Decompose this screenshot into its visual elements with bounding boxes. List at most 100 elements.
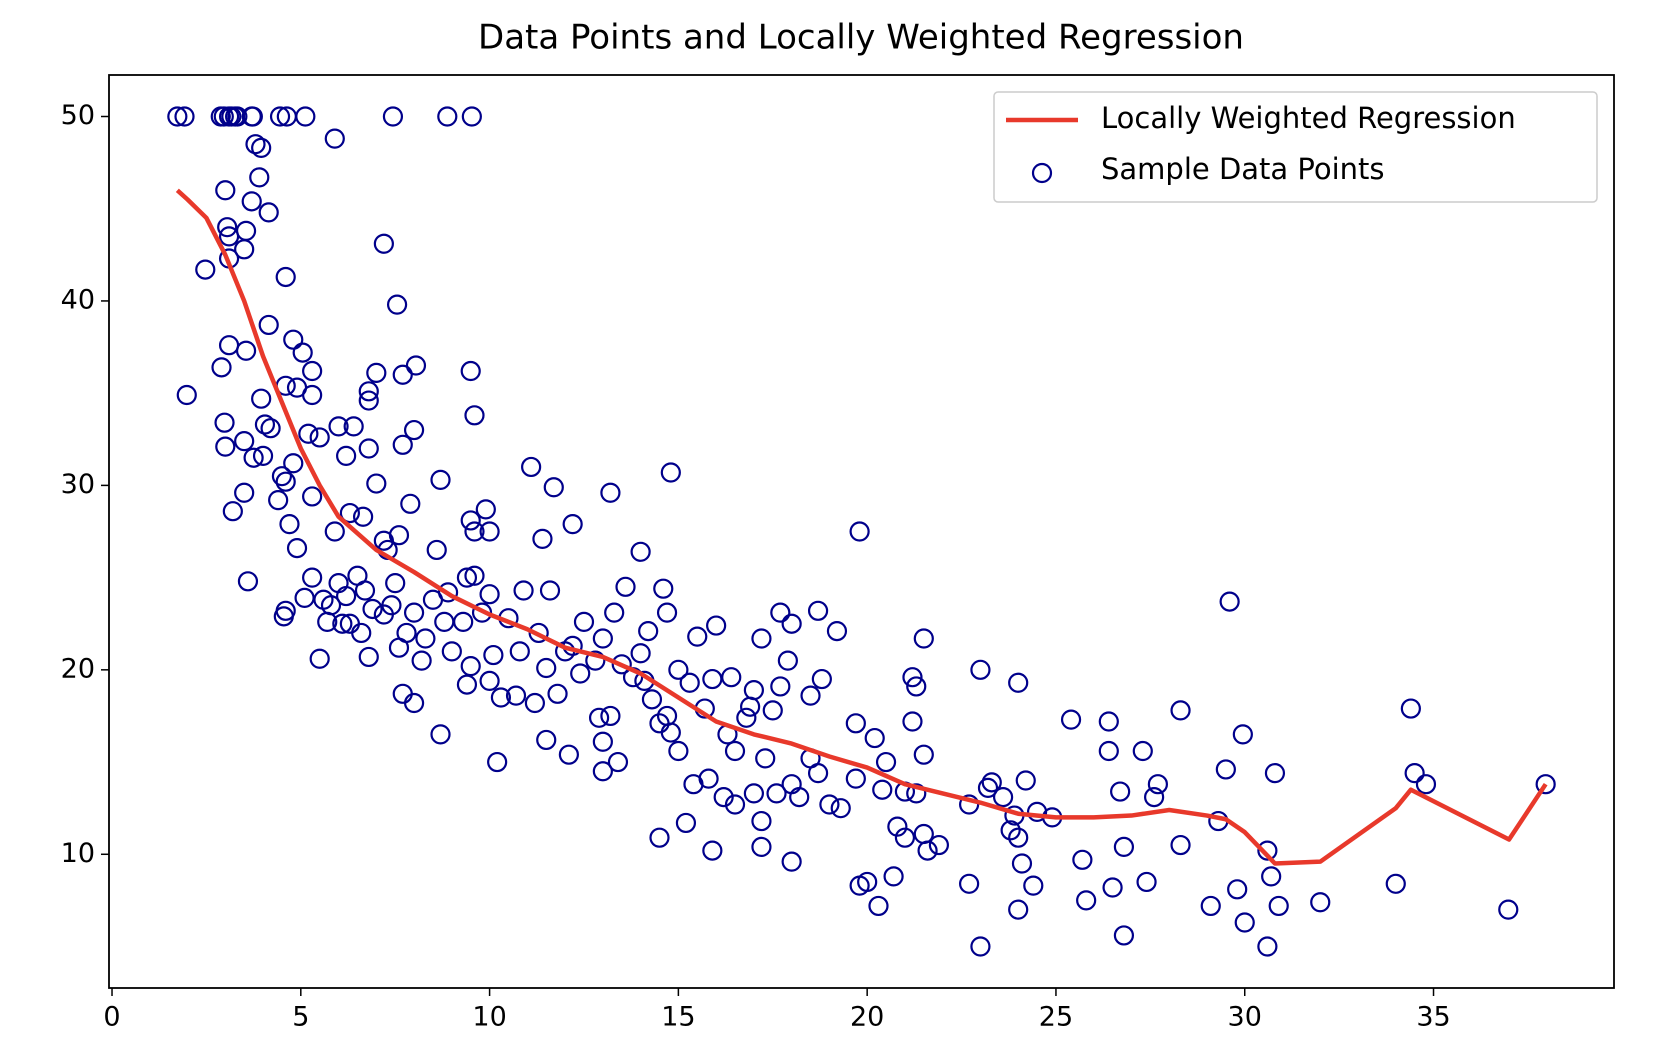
- data-point: [588, 707, 610, 728]
- data-point: [1227, 879, 1248, 900]
- data-point: [570, 663, 591, 684]
- data-point: [615, 576, 636, 597]
- data-point: [807, 600, 829, 621]
- data-point: [254, 414, 276, 435]
- data-point: [857, 871, 878, 893]
- data-point: [1232, 724, 1253, 745]
- x-tick-label: 5: [292, 1002, 309, 1033]
- x-tick-label: 25: [1039, 1002, 1073, 1033]
- data-point: [336, 445, 357, 466]
- data-point: [653, 578, 674, 599]
- data-point: [1011, 853, 1033, 874]
- data-point: [1008, 672, 1029, 693]
- data-point: [743, 680, 764, 701]
- data-point: [243, 447, 264, 468]
- data-point: [386, 294, 408, 315]
- data-point: [430, 469, 451, 490]
- data-point: [483, 644, 504, 666]
- data-point: [1215, 759, 1236, 780]
- data-point: [343, 416, 364, 437]
- data-point: [649, 713, 670, 734]
- data-point: [977, 777, 999, 798]
- data-point: [1072, 849, 1093, 870]
- data-point: [405, 355, 427, 376]
- data-point: [1268, 895, 1289, 917]
- y-tick-label: 20: [61, 653, 95, 684]
- data-point: [585, 650, 606, 671]
- data-point: [1219, 591, 1240, 612]
- data-point: [770, 676, 791, 697]
- data-point: [381, 595, 402, 616]
- legend-label: Sample Data Points: [1101, 152, 1385, 186]
- data-point: [251, 388, 272, 409]
- data-point: [660, 462, 681, 483]
- data-point: [309, 427, 330, 448]
- data-point: [592, 761, 613, 782]
- data-point: [1000, 820, 1021, 841]
- data-point: [382, 106, 404, 127]
- data-point: [807, 763, 829, 784]
- data-point: [354, 580, 376, 601]
- data-point: [539, 580, 561, 601]
- data-point: [766, 783, 787, 804]
- data-point: [656, 602, 678, 623]
- data-point: [770, 602, 791, 623]
- data-point: [215, 436, 236, 457]
- legend-box: [993, 91, 1598, 203]
- data-point: [1098, 711, 1119, 732]
- data-point: [434, 611, 455, 632]
- data-point: [249, 167, 270, 188]
- data-point: [388, 525, 410, 546]
- x-tick-label: 30: [1228, 1002, 1262, 1033]
- data-point: [1200, 895, 1221, 917]
- data-point: [460, 360, 481, 382]
- data-point: [675, 812, 697, 834]
- data-point: [1261, 866, 1282, 887]
- data-point: [258, 202, 279, 223]
- data-point: [913, 628, 934, 649]
- data-point: [573, 611, 595, 632]
- data-point: [298, 423, 319, 444]
- data-point: [917, 840, 938, 861]
- data-point: [1113, 925, 1135, 946]
- data-point: [275, 471, 296, 492]
- data-point: [558, 744, 579, 765]
- data-point: [505, 685, 527, 706]
- legend-marker: [1031, 162, 1053, 184]
- data-point: [906, 783, 927, 804]
- data-point: [687, 626, 708, 647]
- data-point: [721, 667, 742, 688]
- data-point: [607, 751, 629, 773]
- data-point: [241, 191, 262, 212]
- x-tick-label: 0: [103, 1002, 120, 1033]
- data-point: [215, 180, 236, 201]
- data-point: [167, 106, 188, 127]
- data-point: [234, 239, 255, 260]
- data-point: [461, 106, 482, 127]
- regression-line: [175, 188, 1548, 866]
- data-point: [437, 582, 459, 603]
- data-point: [479, 670, 500, 692]
- data-point: [373, 233, 394, 254]
- data-point: [1170, 834, 1191, 856]
- data-point: [426, 539, 447, 561]
- data-point: [251, 137, 272, 158]
- data-point: [1264, 763, 1286, 784]
- data-point: [358, 438, 379, 459]
- data-point: [698, 768, 719, 789]
- data-point: [415, 628, 436, 649]
- data-point: [1132, 740, 1153, 762]
- data-point: [218, 335, 240, 356]
- y-tick-label: 10: [61, 838, 95, 869]
- data-point: [600, 705, 621, 727]
- y-tick-label: 50: [61, 100, 95, 131]
- x-tick-label: 20: [850, 1002, 884, 1033]
- data-point: [959, 794, 980, 815]
- data-point: [913, 823, 934, 845]
- data-point: [521, 456, 542, 478]
- data-point: [385, 573, 406, 594]
- data-point: [336, 585, 357, 607]
- data-point: [509, 641, 530, 662]
- data-point: [668, 659, 689, 680]
